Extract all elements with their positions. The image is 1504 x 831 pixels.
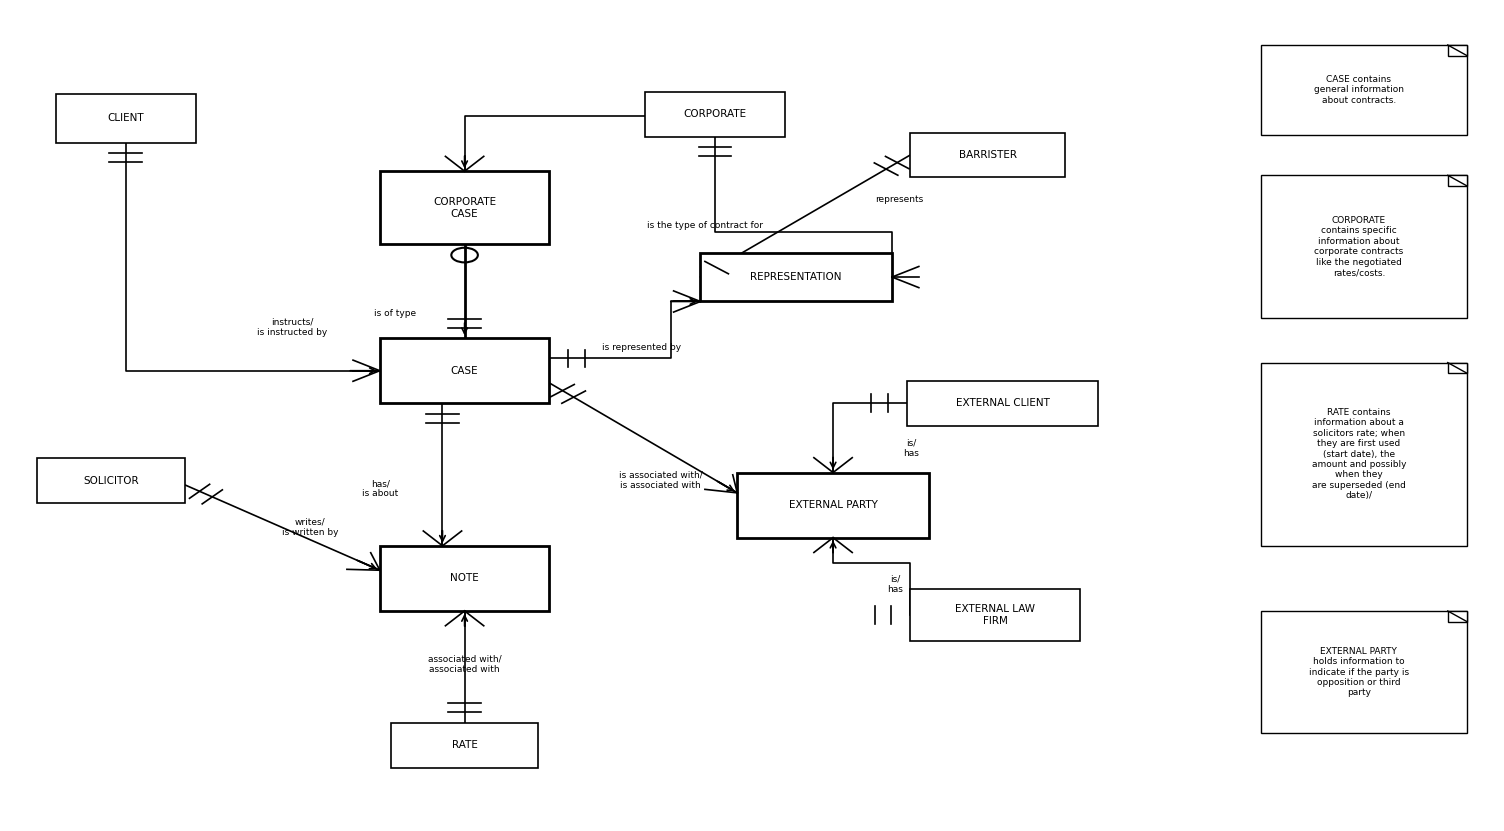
Text: has/
is about: has/ is about [362, 479, 399, 499]
Polygon shape [1448, 362, 1466, 373]
FancyBboxPatch shape [38, 458, 185, 503]
Text: EXTERNAL PARTY
holds information to
indicate if the party is
opposition or third: EXTERNAL PARTY holds information to indi… [1308, 647, 1409, 697]
FancyBboxPatch shape [1260, 45, 1466, 135]
Text: REPRESENTATION: REPRESENTATION [750, 272, 842, 282]
FancyBboxPatch shape [381, 338, 549, 403]
FancyBboxPatch shape [645, 91, 785, 136]
Text: CORPORATE
contains specific
information about
corporate contracts
like the negot: CORPORATE contains specific information … [1314, 216, 1403, 277]
Text: CASE: CASE [451, 366, 478, 376]
FancyBboxPatch shape [381, 546, 549, 611]
Text: is/
has: is/ has [904, 439, 919, 458]
FancyBboxPatch shape [701, 253, 892, 302]
Text: is associated with/
is associated with: is associated with/ is associated with [618, 471, 702, 490]
Text: is the type of contract for: is the type of contract for [647, 221, 763, 230]
Text: NOTE: NOTE [450, 573, 478, 583]
Text: CORPORATE: CORPORATE [684, 109, 746, 119]
FancyBboxPatch shape [391, 723, 538, 768]
Text: SOLICITOR: SOLICITOR [83, 475, 138, 485]
Polygon shape [1448, 175, 1466, 186]
FancyBboxPatch shape [737, 473, 929, 538]
Text: RATE contains
information about a
solicitors rate; when
they are first used
(sta: RATE contains information about a solici… [1311, 408, 1406, 500]
Text: EXTERNAL PARTY: EXTERNAL PARTY [788, 500, 877, 510]
Text: is/
has: is/ has [887, 574, 902, 594]
Polygon shape [1448, 611, 1466, 622]
Text: CASE contains
general information
about contracts.: CASE contains general information about … [1314, 75, 1403, 105]
Text: CORPORATE
CASE: CORPORATE CASE [433, 197, 496, 219]
FancyBboxPatch shape [1260, 611, 1466, 733]
Text: writes/
is written by: writes/ is written by [281, 518, 338, 537]
Text: EXTERNAL LAW
FIRM: EXTERNAL LAW FIRM [955, 604, 1035, 626]
Text: is of type: is of type [374, 309, 417, 318]
Text: is represented by: is represented by [602, 343, 681, 352]
FancyBboxPatch shape [56, 94, 196, 143]
Text: instructs/
is instructed by: instructs/ is instructed by [257, 317, 328, 337]
Text: RATE: RATE [451, 740, 478, 750]
Text: CLIENT: CLIENT [107, 113, 144, 123]
FancyBboxPatch shape [910, 132, 1065, 177]
FancyBboxPatch shape [907, 381, 1098, 425]
Text: associated with/
associated with: associated with/ associated with [427, 654, 501, 674]
Text: represents: represents [875, 195, 923, 204]
FancyBboxPatch shape [1260, 175, 1466, 317]
FancyBboxPatch shape [381, 171, 549, 244]
FancyBboxPatch shape [910, 588, 1080, 642]
Text: EXTERNAL CLIENT: EXTERNAL CLIENT [955, 398, 1050, 408]
Polygon shape [1448, 45, 1466, 56]
FancyBboxPatch shape [1260, 362, 1466, 546]
Text: BARRISTER: BARRISTER [960, 150, 1017, 160]
